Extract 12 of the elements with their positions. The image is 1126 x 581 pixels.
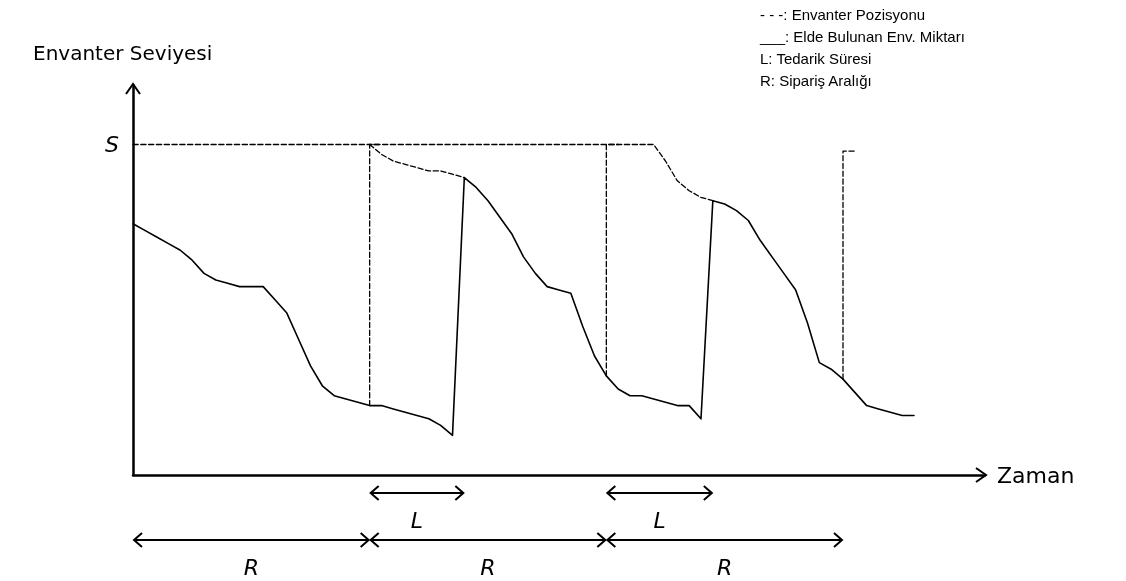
text: L xyxy=(410,507,424,533)
text: - - -: Envanter Pozisyonu xyxy=(760,5,927,25)
text: R xyxy=(717,554,733,580)
text: S xyxy=(105,131,120,157)
text: L xyxy=(653,507,666,533)
x-axis-title: Zaman xyxy=(997,462,1075,488)
text: R xyxy=(243,554,259,580)
text: R xyxy=(480,554,496,580)
text: L: Tedarik Süresi xyxy=(760,49,873,69)
y-axis-title: Envanter Seviyesi xyxy=(33,41,213,65)
text: ___: Elde Bulunan Env. Miktarı xyxy=(760,27,965,47)
text: R: Sipariş Aralığı xyxy=(760,71,873,91)
